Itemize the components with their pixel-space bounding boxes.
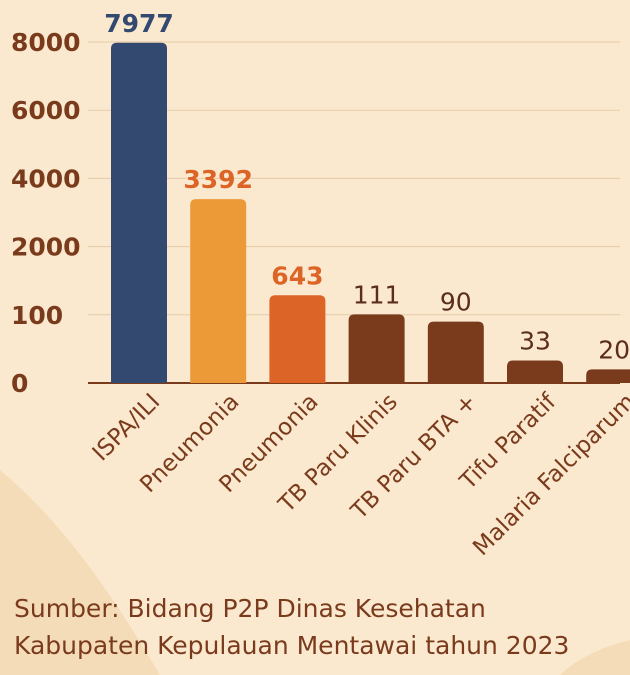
bg-blob-left (0, 470, 160, 675)
source-line-2: Kabupaten Kepulauan Mentawai tahun 2023 (14, 631, 570, 660)
bar (111, 42, 167, 383)
bar (586, 369, 630, 383)
y-tick-label: 0 (11, 369, 28, 398)
bar (507, 360, 563, 383)
value-labels: 7977 3392 643 111 90 33 20 (104, 9, 630, 365)
y-tick-label: 100 (11, 301, 63, 330)
value-label: 33 (519, 326, 551, 355)
bar (348, 314, 405, 383)
value-label: 7977 (104, 9, 174, 38)
y-axis-ticks: 0 100 2000 4000 6000 8000 (11, 28, 81, 398)
source-note: Sumber: Bidang P2P Dinas Kesehatan Kabup… (14, 590, 569, 664)
bar-chart: 0 100 2000 4000 6000 8000 7977 3392 643 111 90 33 2… (11, 9, 630, 561)
y-tick-label: 4000 (11, 164, 81, 193)
value-label: 111 (353, 280, 401, 309)
x-tick-label: ISPA/ILI (88, 389, 166, 467)
bar (190, 199, 247, 383)
value-label: 90 (440, 288, 472, 317)
bar (269, 295, 326, 383)
value-label: 20 (598, 335, 630, 364)
bars (111, 42, 630, 383)
y-tick-label: 8000 (11, 28, 81, 57)
bg-blob-right (560, 640, 630, 675)
value-label: 3392 (183, 165, 253, 194)
value-label: 643 (271, 261, 323, 290)
y-tick-label: 6000 (11, 96, 81, 125)
y-tick-label: 2000 (11, 233, 81, 262)
bar (427, 321, 484, 383)
source-line-1: Sumber: Bidang P2P Dinas Kesehatan (14, 594, 486, 623)
